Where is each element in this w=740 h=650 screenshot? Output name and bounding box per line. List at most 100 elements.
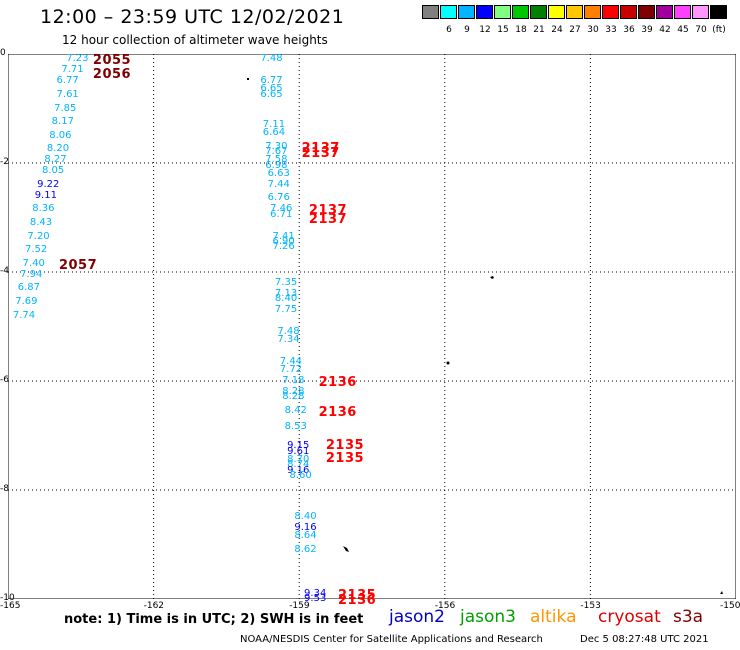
wave-height-value: 7.75: [274, 304, 298, 316]
page-subtitle: 12 hour collection of altimeter wave hei…: [62, 33, 328, 47]
wave-height-value: 7.35: [274, 276, 298, 288]
y-tick-label: -10: [0, 593, 15, 603]
y-tick-label: 0: [0, 48, 6, 58]
wave-height-value: 7.69: [15, 295, 38, 307]
wave-height-value: 9.53: [304, 593, 327, 604]
x-tick-label: -162: [143, 601, 165, 611]
wave-height-value: 7.58: [265, 154, 288, 166]
pass-time-label: 2055: [92, 53, 132, 69]
wave-height-value: 6.77: [56, 75, 79, 87]
legend-swatch: [620, 5, 637, 19]
wave-height-value: 6.76: [267, 192, 290, 204]
pass-time-label: 2136: [338, 593, 377, 608]
legend-swatch: [674, 5, 691, 19]
wave-height-value: 7.71: [61, 64, 84, 76]
legend-label: 42: [659, 25, 671, 35]
wave-height-value: 9.34: [304, 587, 327, 599]
legend-swatch: [638, 5, 655, 19]
pass-time-label: 2137: [308, 211, 348, 227]
x-tick-label: -153: [580, 601, 601, 611]
legend-label: 36: [623, 25, 635, 35]
wave-height-value: 7.23: [66, 53, 89, 65]
wave-height-value: 7.85: [54, 102, 77, 114]
wave-height-value: 7.20: [27, 230, 50, 242]
legend-swatch: [548, 5, 565, 19]
legend-swatch: [566, 5, 583, 19]
wave-height-value: 8.42: [284, 404, 307, 416]
wave-height-map: [8, 54, 736, 599]
pass-time-label: 2135: [325, 437, 365, 453]
island-marker: [490, 276, 494, 279]
wave-height-value: 8.62: [294, 543, 317, 555]
wave-height-value: 7.44: [279, 355, 303, 367]
wave-height-value: 9.11: [34, 189, 57, 201]
wave-height-value: 8.28: [282, 385, 305, 397]
legend-swatch: [530, 5, 547, 19]
wave-height-value: 6.90: [272, 236, 295, 248]
legend-swatch: [458, 5, 475, 19]
legend-label: 18: [515, 25, 527, 35]
y-tick-label: -2: [0, 157, 9, 167]
legend-swatch: [692, 5, 709, 19]
legend-swatch: [422, 5, 439, 19]
wave-height-value: 8.05: [41, 165, 65, 177]
page-title: 12:00 – 23:59 UTC 12/02/2021: [40, 6, 345, 28]
wave-height-value: 6.63: [267, 167, 290, 179]
wave-height-value: 6.65: [260, 88, 283, 100]
x-tick-label: -165: [0, 601, 21, 611]
pass-time-label: 2136: [318, 375, 357, 390]
wave-height-value: 8.70: [287, 454, 310, 466]
pass-time-label: 2137: [301, 140, 340, 156]
legend-label: 9: [464, 25, 470, 35]
wave-height-value: 6.71: [270, 208, 293, 220]
wave-height-value: 8.43: [29, 216, 53, 228]
footnote: note: 1) Time is in UTC; 2) SWH is in fe…: [64, 612, 364, 627]
pass-time-label: 2056: [92, 67, 132, 83]
wave-height-value: 8.64: [294, 530, 317, 542]
legend-label: 6: [446, 25, 452, 35]
y-tick-label: -6: [0, 375, 9, 385]
legend-swatch: [584, 5, 601, 19]
legend-label: (ft): [712, 25, 726, 35]
legend-swatch: [602, 5, 619, 19]
legend-label: 70: [695, 25, 707, 35]
wave-height-value: 9.16: [287, 464, 310, 476]
wave-height-value: 7.46: [270, 203, 293, 215]
wave-height-value: 7.41: [272, 230, 295, 242]
pass-time-label: 2135: [338, 587, 377, 603]
credit-line: NOAA/NESDIS Center for Satellite Applica…: [240, 634, 543, 645]
satellite-legend-jason3: jason3: [460, 607, 516, 627]
wave-height-value: 6.64: [262, 127, 286, 139]
wave-height-value: 8.40: [274, 293, 298, 305]
pass-time-label: 2137: [308, 203, 348, 219]
wave-height-value: 7.72: [279, 364, 303, 376]
wave-height-value: 6.98: [265, 159, 288, 171]
legend-label: 45: [677, 25, 689, 35]
island-marker: [720, 591, 723, 594]
wave-height-value: 7.34: [277, 334, 300, 346]
wave-height-value: 8.53: [284, 421, 307, 433]
island-marker: [446, 361, 450, 365]
wave-height-value: 9.16: [294, 522, 317, 534]
wave-height-value: 6.87: [17, 282, 40, 294]
legend-swatch: [710, 5, 727, 19]
wave-height-value: 7.48: [260, 53, 283, 65]
legend-swatch: [656, 5, 673, 19]
wave-height-value: 8.60: [289, 470, 312, 482]
wave-height-value: 8.28: [282, 391, 305, 403]
wave-height-value: 6.65: [260, 83, 283, 95]
wave-height-value: 7.67: [265, 146, 288, 158]
wave-height-value: 7.48: [277, 325, 300, 337]
satellite-legend-altika: altika: [530, 607, 577, 627]
legend-label: 21: [533, 25, 545, 35]
wave-height-value: 9.61: [287, 445, 310, 457]
wave-height-value: 7.74: [12, 309, 36, 321]
wave-height-value: 7.13: [274, 287, 298, 299]
legend-label: 30: [587, 25, 599, 35]
wave-height-value: 8.06: [49, 129, 72, 141]
x-tick-label: -156: [434, 601, 456, 611]
satellite-legend-jason2: jason2: [389, 607, 445, 627]
wave-height-value: 7.11: [262, 118, 286, 130]
legend-label: 24: [551, 25, 563, 35]
wave-height-value: 8.36: [32, 203, 55, 215]
